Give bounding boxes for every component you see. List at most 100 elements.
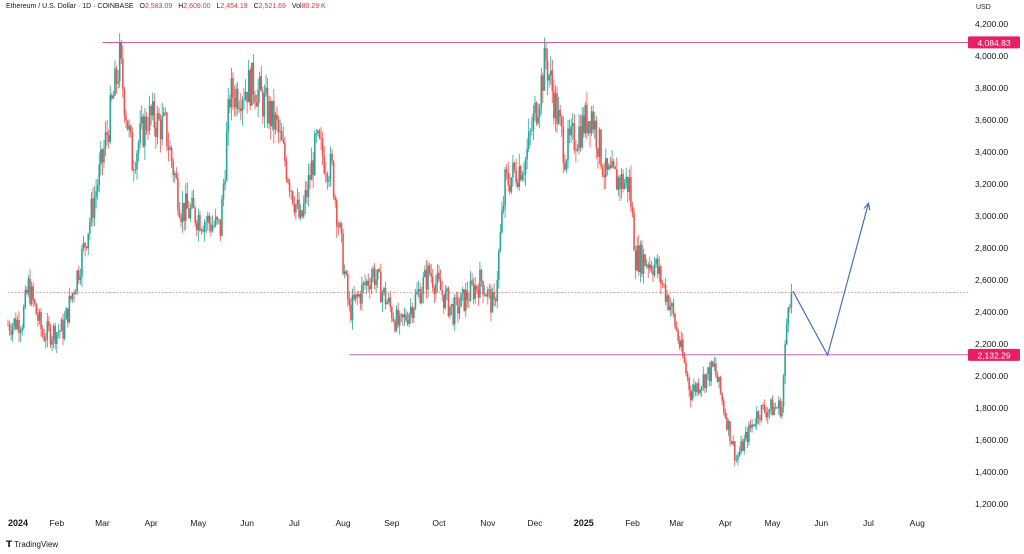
candle-body	[490, 289, 492, 313]
close-value: 2,521.69	[258, 3, 286, 10]
candle-body	[483, 294, 486, 296]
time-tick-label: Feb	[625, 518, 640, 528]
candle-body	[581, 115, 583, 148]
candle-body	[114, 68, 116, 96]
candle-body	[515, 169, 517, 183]
candle-body	[230, 78, 233, 108]
candle-body	[227, 99, 230, 133]
candle-body	[770, 399, 772, 410]
price-axis[interactable]: 1,200.00 1,400.00 1,600.00 1,800.00 2,000.00…	[975, 19, 1008, 509]
candle-body	[387, 297, 390, 302]
candle-body	[671, 303, 673, 307]
candle-body	[727, 421, 730, 430]
candle-body	[128, 125, 130, 130]
candle-body	[436, 272, 439, 284]
candle-body	[493, 292, 495, 300]
candle-body	[257, 89, 259, 107]
candle-body	[405, 314, 407, 321]
candle-body	[129, 125, 132, 133]
candle-body	[191, 197, 193, 208]
candle-body	[255, 102, 258, 107]
candle-body	[548, 75, 550, 81]
candle-body	[449, 306, 451, 316]
tradingview-logo[interactable]: 𝗧 TradingView	[6, 539, 58, 550]
time-axis[interactable]: 2024 Feb Mar Apr May Jun Jul Aug Sep Oct Nov Dec 202…	[8, 518, 925, 528]
candle-body	[391, 307, 393, 319]
candle-body	[411, 307, 414, 318]
candle-body	[472, 283, 475, 299]
candle-body	[274, 114, 277, 130]
candle-body	[526, 148, 528, 160]
candle-body	[768, 409, 771, 413]
candle-body	[131, 132, 134, 171]
candle-body	[534, 102, 536, 114]
candle-body	[455, 297, 458, 299]
candle-body	[532, 113, 535, 131]
candle-body	[60, 319, 63, 332]
candle-body	[719, 376, 722, 394]
candle-body	[251, 62, 253, 106]
candle-body	[380, 271, 382, 303]
candle-body	[266, 87, 269, 124]
candle-body	[332, 161, 335, 198]
candle-body	[342, 233, 344, 274]
candle-body	[642, 254, 645, 274]
candle-body	[203, 222, 206, 232]
open-label: O	[139, 3, 145, 10]
candle-body	[505, 169, 508, 173]
candle-body	[424, 269, 426, 277]
time-tick-label: 2024	[8, 518, 28, 528]
candle-body	[213, 225, 215, 227]
candle-body	[560, 116, 563, 127]
candle-body	[205, 221, 208, 223]
candle-body	[120, 42, 123, 59]
candle-body	[408, 314, 410, 324]
candle-body	[778, 400, 780, 409]
candle-body	[15, 318, 17, 330]
candle-body	[159, 119, 162, 140]
candle-body	[757, 411, 760, 419]
candle-body	[744, 431, 747, 439]
candle-body	[346, 274, 349, 299]
candle-body	[743, 438, 746, 451]
candle-body	[106, 132, 108, 136]
candle-body	[29, 278, 31, 304]
candle-body	[49, 326, 52, 345]
candle-body	[244, 91, 247, 100]
candle-body	[721, 393, 723, 401]
tradingview-brand: TradingView	[14, 540, 59, 549]
candle-body	[755, 411, 758, 425]
candle-body	[402, 314, 404, 318]
candle-body	[139, 123, 141, 144]
candle-body	[302, 203, 305, 217]
candle-body	[740, 441, 742, 453]
candle-body	[733, 441, 736, 461]
candle-body	[663, 284, 665, 286]
candle-body	[397, 309, 399, 326]
candle-body	[243, 99, 245, 101]
candle-body	[675, 326, 678, 331]
candle-body	[284, 142, 286, 162]
candle-body	[666, 295, 668, 302]
candle-body	[238, 108, 241, 110]
level-price-badge	[968, 36, 1020, 49]
candle-body	[216, 216, 219, 220]
candle-body	[221, 198, 223, 236]
candle-body	[556, 93, 558, 124]
candle-body	[33, 299, 36, 304]
price-tick-label: 1,600.00	[975, 435, 1008, 445]
candle-body	[122, 58, 124, 90]
candle-body	[389, 297, 392, 308]
candle-body	[324, 172, 327, 175]
candle-body	[787, 307, 790, 325]
candle-body	[279, 131, 281, 132]
candle-body	[59, 331, 61, 332]
price-tick-label: 3,400.00	[975, 147, 1008, 157]
candle-body	[549, 70, 552, 76]
candle-body	[587, 121, 590, 134]
candle-body	[688, 377, 690, 390]
candle-body	[145, 116, 148, 131]
candle-body	[485, 294, 488, 297]
candle-body	[232, 78, 234, 98]
